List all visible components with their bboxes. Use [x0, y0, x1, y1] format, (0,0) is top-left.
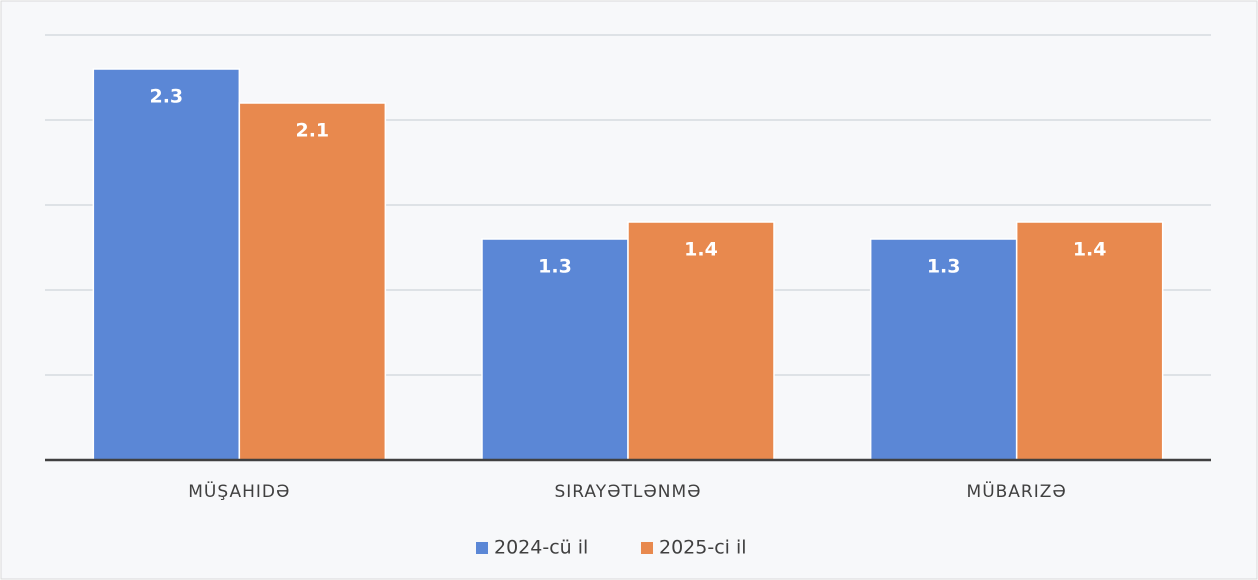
- data-label: 1.4: [1073, 239, 1107, 261]
- data-label: 1.3: [538, 256, 572, 278]
- legend-label: 2025-ci il: [659, 537, 747, 559]
- bar: [92, 68, 241, 461]
- legend-swatch: [476, 542, 488, 554]
- data-label: 2.1: [295, 120, 329, 142]
- bar: [238, 102, 387, 461]
- legend-swatch: [641, 542, 653, 554]
- data-label: 1.3: [927, 256, 961, 278]
- legend-label: 2024-cü il: [494, 537, 588, 559]
- bar: [1015, 221, 1164, 461]
- x-tick-label: SIRAYƏTLƏNMƏ: [554, 482, 701, 502]
- bar: [869, 238, 1018, 461]
- data-label: 1.4: [684, 239, 718, 261]
- x-tick-label: MÜŞAHIDƏ: [188, 480, 290, 502]
- x-tick-label: MÜBARIZƏ: [967, 480, 1067, 502]
- data-label: 2.3: [149, 86, 183, 108]
- bar: [627, 221, 775, 461]
